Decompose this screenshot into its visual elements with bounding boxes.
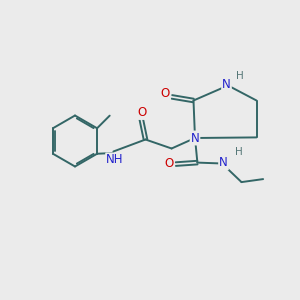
Text: O: O xyxy=(165,157,174,170)
Text: N: N xyxy=(222,78,231,92)
Text: N: N xyxy=(190,131,200,145)
Text: NH: NH xyxy=(106,153,124,167)
Text: H: H xyxy=(236,71,243,81)
Text: O: O xyxy=(161,87,170,100)
Text: H: H xyxy=(235,147,242,157)
Text: N: N xyxy=(219,156,228,170)
Text: O: O xyxy=(137,106,146,119)
